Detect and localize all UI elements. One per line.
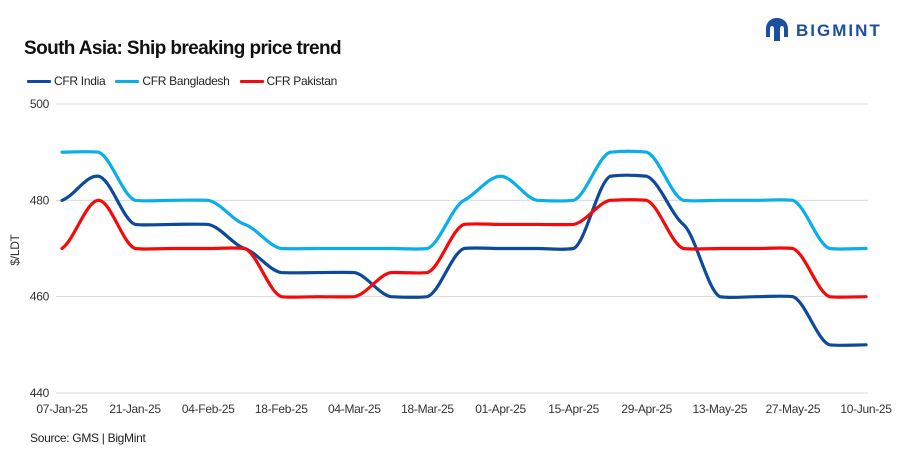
y-axis-ticks: 440 460 480 500	[30, 97, 50, 400]
x-tick-label: 04-Feb-25	[182, 402, 235, 416]
series-line-cfr-india	[60, 173, 868, 347]
legend-item-bangladesh[interactable]: CFR Bangladesh	[115, 74, 230, 88]
legend-swatch	[27, 79, 51, 83]
chart-title: South Asia: Ship breaking price trend	[24, 38, 342, 59]
source-note: Source: GMS | BigMint	[30, 431, 146, 445]
legend: CFR India CFR Bangladesh CFR Pakistan	[27, 74, 337, 88]
x-tick-label: 27-May-25	[766, 402, 821, 416]
y-tick-label: 480	[30, 193, 50, 207]
y-tick-label: 460	[30, 290, 50, 304]
y-axis-label: $/LDT	[8, 233, 22, 265]
legend-swatch	[115, 79, 140, 83]
x-tick-label: 10-Jun-25	[840, 402, 892, 416]
series-line-cfr-bangladesh	[60, 149, 868, 251]
x-tick-label: 13-May-25	[692, 402, 747, 416]
legend-label: CFR India	[54, 74, 106, 88]
x-tick-label: 18-Feb-25	[255, 402, 308, 416]
x-tick-label: 21-Jan-25	[109, 402, 161, 416]
legend-label: CFR Pakistan	[266, 74, 338, 88]
legend-label: CFR Bangladesh	[142, 74, 230, 88]
x-tick-label: 04-Mar-25	[328, 402, 381, 416]
x-tick-label: 15-Apr-25	[548, 402, 599, 416]
series-line-cfr-pakistan	[60, 198, 868, 299]
logo-text: BIGMINT	[796, 21, 882, 40]
x-tick-label: 07-Jan-25	[36, 402, 88, 416]
legend-item-india[interactable]: CFR India	[27, 74, 106, 88]
bigmint-logo: BIGMINT	[764, 17, 882, 45]
x-tick-label: 29-Apr-25	[621, 402, 672, 416]
legend-swatch	[239, 79, 264, 83]
x-tick-label: 18-Mar-25	[401, 402, 454, 416]
series-lines	[60, 149, 868, 347]
x-axis-ticks: 07-Jan-25 21-Jan-25 04-Feb-25 18-Feb-25 04-M…	[36, 402, 892, 416]
y-tick-label: 440	[30, 386, 50, 400]
y-tick-label: 500	[30, 97, 50, 111]
legend-item-pakistan[interactable]: CFR Pakistan	[239, 74, 338, 88]
bigmint-logo-icon	[766, 18, 788, 41]
x-tick-label: 01-Apr-25	[475, 402, 526, 416]
